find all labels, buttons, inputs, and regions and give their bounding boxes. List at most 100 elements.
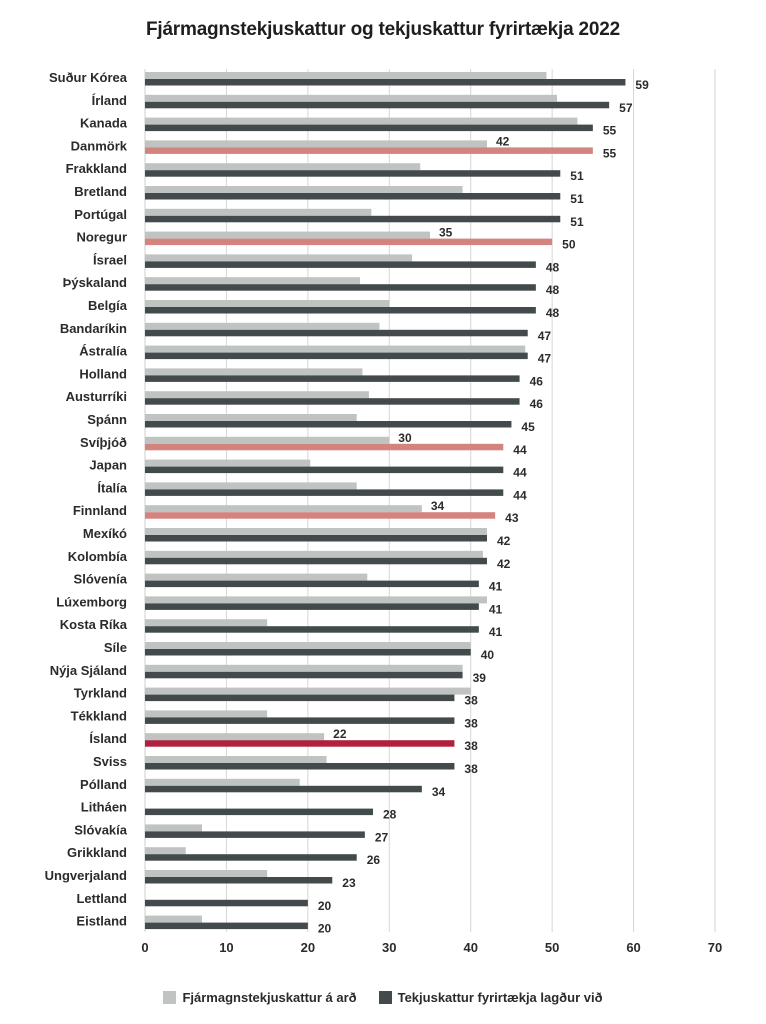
- bar-dividend-tax: [145, 345, 526, 353]
- bar-corporate-tax: [145, 649, 471, 656]
- bar-corporate-tax: [145, 603, 479, 610]
- bar-dividend-tax: [145, 870, 268, 877]
- bar-dividend-tax: [145, 619, 268, 627]
- data-label-corporate-tax: 48: [546, 306, 560, 320]
- category-label: Holland: [79, 366, 127, 381]
- category-label: Noregur: [76, 230, 127, 245]
- x-tick-label: 70: [708, 940, 722, 955]
- category-label: Suður Kórea: [49, 70, 128, 85]
- category-label: Austurríki: [66, 389, 127, 404]
- category-label: Nýja Sjáland: [50, 663, 127, 678]
- data-label-corporate-tax: 44: [513, 466, 527, 480]
- legend-swatch-dividend-tax: [163, 991, 177, 1004]
- category-label: Ísrael: [93, 252, 127, 267]
- category-label: Grikkland: [67, 845, 127, 860]
- bar-dividend-tax: [145, 254, 413, 262]
- bar-corporate-tax: [145, 626, 479, 633]
- data-label-corporate-tax: 39: [473, 671, 487, 685]
- x-tick-label: 30: [382, 940, 396, 955]
- data-label-corporate-tax: 55: [603, 124, 617, 138]
- bar-corporate-tax: [145, 284, 536, 291]
- bar-dividend-tax: [145, 710, 268, 718]
- bar-dividend-tax: [145, 163, 421, 171]
- data-label-dividend-tax: 34: [431, 499, 445, 513]
- category-label: Þýskaland: [63, 275, 127, 290]
- bar-corporate-tax: [145, 535, 487, 542]
- bar-dividend-tax: [145, 72, 547, 79]
- data-label-corporate-tax: 41: [489, 602, 503, 616]
- bar-corporate-tax: [145, 307, 536, 314]
- category-label: Portúgal: [74, 207, 127, 222]
- bar-corporate-tax: [145, 170, 561, 177]
- data-label-corporate-tax: 38: [464, 739, 478, 753]
- category-label: Kanada: [80, 116, 128, 131]
- bar-corporate-tax: [145, 877, 333, 884]
- bar-dividend-tax: [145, 459, 311, 467]
- data-label-corporate-tax: 44: [513, 488, 527, 502]
- bar-dividend-tax: [145, 94, 558, 102]
- bar-dividend-tax: [145, 231, 430, 239]
- bar-dividend-tax: [145, 642, 471, 649]
- bar-corporate-tax: [145, 489, 504, 496]
- category-label: Bretland: [74, 184, 127, 199]
- data-label-corporate-tax: 51: [570, 215, 584, 229]
- bar-corporate-tax: [145, 398, 520, 405]
- bar-corporate-tax: [145, 101, 610, 109]
- category-label: Bandaríkin: [60, 321, 127, 336]
- bar-dividend-tax: [145, 300, 390, 307]
- data-label-corporate-tax: 47: [538, 329, 552, 343]
- bar-corporate-tax: [145, 79, 626, 86]
- bar-corporate-tax: [145, 261, 536, 268]
- bar-dividend-tax: [145, 573, 368, 581]
- bar-dividend-tax: [145, 528, 487, 535]
- data-label-corporate-tax: 34: [432, 785, 446, 799]
- category-label: Írland: [92, 93, 127, 108]
- x-tick-label: 10: [219, 940, 233, 955]
- data-label-corporate-tax: 46: [530, 397, 544, 411]
- category-label: Spánn: [87, 412, 127, 427]
- category-label: Ítalía: [97, 480, 127, 495]
- bar-dividend-tax: [145, 824, 202, 832]
- category-labels: Suður Kórea Írland Kanada Danmörk Frakkland B…: [45, 70, 128, 929]
- category-label: Pólland: [80, 777, 127, 792]
- bar-corporate-tax: [145, 899, 308, 907]
- bar-corporate-tax: [145, 421, 512, 428]
- data-label-corporate-tax: 20: [318, 922, 332, 936]
- data-label-dividend-tax: 30: [398, 431, 412, 445]
- data-label-dividend-tax: 22: [333, 727, 347, 741]
- data-label-corporate-tax: 57: [619, 101, 633, 115]
- data-label-corporate-tax: 38: [464, 762, 478, 776]
- bar-dividend-tax: [145, 391, 369, 399]
- bar-dividend-tax: [145, 756, 327, 763]
- category-label: Svíþjóð: [80, 435, 127, 450]
- bar-corporate-tax: [145, 671, 463, 679]
- data-label-corporate-tax: 51: [570, 169, 584, 183]
- bar-dividend-tax: [145, 368, 363, 376]
- bar-dividend-tax: [145, 847, 186, 855]
- data-label-corporate-tax: 48: [546, 283, 560, 297]
- bar-dividend-tax: [145, 322, 380, 330]
- category-label: Slóvakía: [74, 822, 128, 837]
- bar-dividend-tax: [145, 915, 202, 923]
- category-label: Finnland: [73, 503, 127, 518]
- legend-swatch-corporate-tax: [378, 991, 392, 1004]
- data-label-corporate-tax: 47: [538, 352, 552, 366]
- category-label: Ísland: [89, 731, 127, 746]
- legend: Fjármagnstekjuskattur á arð Tekjuskattur…: [0, 990, 766, 1005]
- bar-chart: Suður Kórea Írland Kanada Danmörk Frakkland B…: [45, 69, 722, 955]
- data-label-corporate-tax: 55: [603, 146, 617, 160]
- category-label: Lettland: [76, 891, 127, 906]
- category-label: Kolombía: [68, 549, 128, 564]
- bar-dividend-tax: [145, 436, 390, 444]
- bar-corporate-tax: [145, 922, 308, 930]
- category-label: Danmörk: [71, 138, 128, 153]
- category-label: Ástralía: [79, 344, 127, 359]
- x-tick-label: 0: [141, 940, 148, 955]
- data-label-corporate-tax: 41: [489, 625, 503, 639]
- bar-dividend-tax: [145, 596, 487, 604]
- bar-corporate-tax: [145, 694, 455, 702]
- bar-corporate-tax: [145, 831, 365, 838]
- category-label: Síle: [104, 640, 127, 655]
- bar-corporate-tax: [145, 466, 504, 474]
- data-label-corporate-tax: 42: [497, 534, 511, 548]
